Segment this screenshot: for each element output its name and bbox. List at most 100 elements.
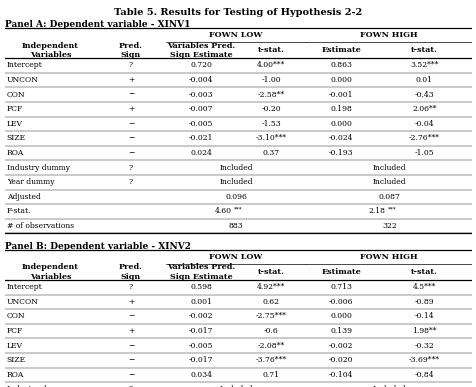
Text: −: − [128, 371, 134, 379]
Text: -0.32: -0.32 [414, 342, 433, 350]
Text: Industry dummy: Industry dummy [7, 164, 69, 171]
Text: 0.034: 0.034 [190, 371, 212, 379]
Text: LEV: LEV [7, 120, 22, 128]
Text: Independent
Variables: Independent Variables [22, 264, 79, 281]
Text: Included: Included [372, 385, 405, 387]
Text: +: + [128, 298, 134, 306]
Text: −: − [128, 342, 134, 350]
Text: Included: Included [219, 385, 252, 387]
Text: ROA: ROA [7, 371, 24, 379]
Text: FCF: FCF [7, 105, 23, 113]
Text: -0.002: -0.002 [328, 342, 353, 350]
Text: 0.000: 0.000 [330, 76, 352, 84]
Text: +: + [128, 327, 134, 335]
Text: Included: Included [372, 164, 405, 171]
Text: -1.05: -1.05 [414, 149, 433, 157]
Text: -0.6: -0.6 [263, 327, 278, 335]
Text: ?: ? [129, 283, 133, 291]
Text: 0.000: 0.000 [330, 120, 352, 128]
Text: FOWN LOW: FOWN LOW [209, 31, 262, 39]
Text: -0.20: -0.20 [261, 105, 280, 113]
Text: FOWN HIGH: FOWN HIGH [360, 253, 417, 261]
Text: -0.84: -0.84 [414, 371, 433, 379]
Text: 2.18: 2.18 [367, 207, 384, 216]
Text: -0.43: -0.43 [414, 91, 433, 99]
Text: ?: ? [129, 178, 133, 186]
Text: Included: Included [219, 164, 252, 171]
Text: -0.193: -0.193 [328, 149, 353, 157]
Text: FOWN HIGH: FOWN HIGH [360, 31, 417, 39]
Text: # of observations: # of observations [7, 222, 74, 230]
Text: FOWN LOW: FOWN LOW [209, 253, 262, 261]
Text: -0.104: -0.104 [328, 371, 353, 379]
Text: 0.000: 0.000 [330, 312, 352, 320]
Text: 4.5***: 4.5*** [412, 283, 435, 291]
Text: -2.58**: -2.58** [257, 91, 284, 99]
Text: 2.06**: 2.06** [411, 105, 436, 113]
Text: −: − [128, 356, 134, 364]
Text: Pred.
Sign: Pred. Sign [119, 41, 143, 59]
Text: 0.139: 0.139 [330, 327, 352, 335]
Text: t-stat.: t-stat. [258, 268, 284, 276]
Text: −: − [128, 91, 134, 99]
Text: 4.00***: 4.00*** [257, 62, 285, 69]
Text: SIZE: SIZE [7, 134, 26, 142]
Text: Industry dummy: Industry dummy [7, 385, 69, 387]
Text: Variables Pred.
Sign Estimate: Variables Pred. Sign Estimate [167, 264, 235, 281]
Text: −: − [128, 149, 134, 157]
Text: 0.720: 0.720 [190, 62, 212, 69]
Text: 0.198: 0.198 [330, 105, 352, 113]
Text: FCF: FCF [7, 327, 23, 335]
Text: 0.598: 0.598 [190, 283, 212, 291]
Text: 1.98**: 1.98** [411, 327, 436, 335]
Text: 3.52***: 3.52*** [409, 62, 437, 69]
Text: CON: CON [7, 312, 25, 320]
Text: Adjusted: Adjusted [7, 193, 40, 201]
Text: -0.04: -0.04 [414, 120, 433, 128]
Text: Estimate: Estimate [321, 46, 360, 54]
Text: t-stat.: t-stat. [410, 268, 437, 276]
Text: SIZE: SIZE [7, 356, 26, 364]
Text: Panel A: Dependent variable - XINV1: Panel A: Dependent variable - XINV1 [5, 20, 190, 29]
Text: 4.92***: 4.92*** [257, 283, 285, 291]
Text: −: − [128, 120, 134, 128]
Text: Panel B: Dependent variable - XINV2: Panel B: Dependent variable - XINV2 [5, 241, 190, 251]
Text: ***: *** [387, 206, 395, 211]
Text: 0.62: 0.62 [262, 298, 279, 306]
Text: ?: ? [129, 164, 133, 171]
Text: F-stat.: F-stat. [7, 207, 31, 216]
Text: Intercept: Intercept [7, 283, 42, 291]
Text: t-stat.: t-stat. [258, 46, 284, 54]
Text: -0.006: -0.006 [328, 298, 353, 306]
Text: 0.001: 0.001 [190, 298, 212, 306]
Text: 0.863: 0.863 [330, 62, 352, 69]
Text: −: − [128, 312, 134, 320]
Text: -2.08**: -2.08** [257, 342, 284, 350]
Text: -0.005: -0.005 [188, 342, 213, 350]
Text: Estimate: Estimate [321, 268, 360, 276]
Text: t-stat.: t-stat. [410, 46, 437, 54]
Text: ***: *** [234, 206, 242, 211]
Text: ?: ? [129, 385, 133, 387]
Text: 0.096: 0.096 [225, 193, 247, 201]
Text: -0.89: -0.89 [414, 298, 433, 306]
Text: −: − [128, 134, 134, 142]
Text: -3.69***: -3.69*** [408, 356, 439, 364]
Text: -0.003: -0.003 [188, 91, 213, 99]
Text: Variables Pred.
Sign Estimate: Variables Pred. Sign Estimate [167, 41, 235, 59]
Text: -0.017: -0.017 [188, 356, 213, 364]
Text: -0.024: -0.024 [328, 134, 353, 142]
Text: -0.002: -0.002 [188, 312, 213, 320]
Text: 0.37: 0.37 [262, 149, 279, 157]
Text: -3.76***: -3.76*** [255, 356, 286, 364]
Text: CON: CON [7, 91, 25, 99]
Text: Year dummy: Year dummy [7, 178, 54, 186]
Text: -0.004: -0.004 [188, 76, 213, 84]
Text: ?: ? [129, 62, 133, 69]
Text: -0.017: -0.017 [188, 327, 213, 335]
Text: -0.021: -0.021 [188, 134, 213, 142]
Text: Independent
Variables: Independent Variables [22, 41, 79, 59]
Text: LEV: LEV [7, 342, 22, 350]
Text: -0.020: -0.020 [328, 356, 353, 364]
Text: UNCON: UNCON [7, 298, 39, 306]
